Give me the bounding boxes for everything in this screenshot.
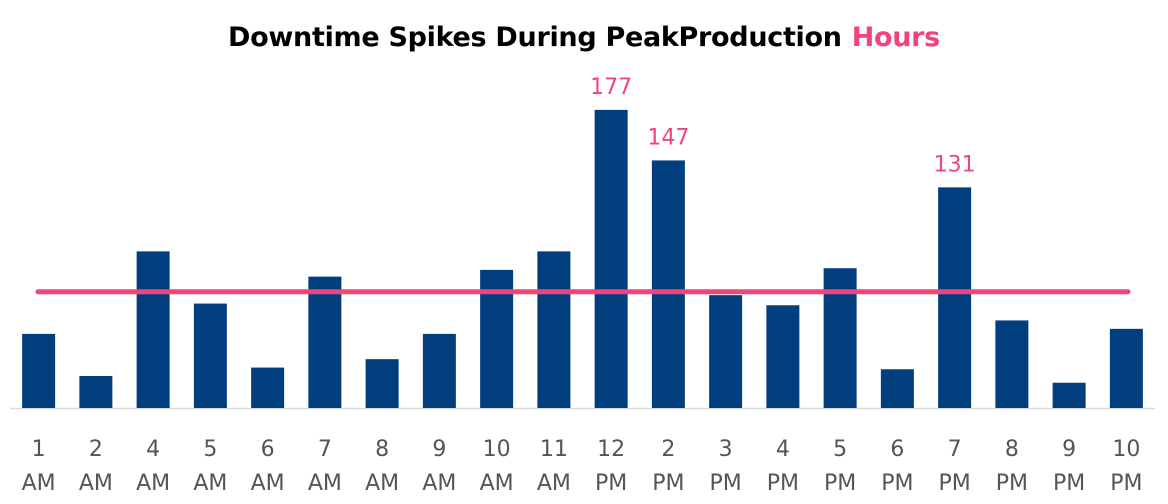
bar-7-pm — [938, 187, 972, 408]
chart-title: Downtime Spikes During PeakProduction Hou… — [0, 22, 1168, 53]
x-tick-label-number: 7 — [318, 437, 332, 462]
bar-9-am — [422, 333, 456, 408]
x-tick-label-number: 10 — [1112, 437, 1140, 462]
x-tick-label-number: 8 — [1005, 437, 1019, 462]
x-tick-label-number: 9 — [432, 437, 446, 462]
x-tick-label-period: AM — [365, 471, 399, 496]
x-tick-label-period: PM — [939, 471, 971, 496]
bar-10-pm — [1109, 328, 1143, 408]
x-tick-label-number: 4 — [146, 437, 160, 462]
x-tick-label-number: 6 — [261, 437, 275, 462]
x-tick-label-period: PM — [595, 471, 627, 496]
x-tick-label-period: AM — [537, 471, 571, 496]
bar-2-pm — [651, 160, 685, 408]
x-tick-labels-group: 1 AM 2 AM 4 AM 5 AM 6 AM 7 AM 8 AM 9 AM 10 AM 11 AM 12 PM 2 PM 3… — [22, 437, 1143, 496]
bar-4-pm — [766, 305, 800, 408]
x-tick-label-number: 7 — [948, 437, 962, 462]
x-tick-label-number: 3 — [719, 437, 733, 462]
data-label-147: 147 — [647, 125, 689, 150]
x-tick-label-period: PM — [710, 471, 742, 496]
x-tick-label-period: PM — [881, 471, 913, 496]
bar-2-am — [79, 376, 113, 408]
bar-8-pm — [995, 320, 1029, 408]
x-tick-label-number: 10 — [483, 437, 511, 462]
data-labels-group: 177 147 131 — [590, 75, 976, 177]
bar-5-pm — [823, 268, 857, 408]
chart-title-highlight: Hours — [851, 22, 941, 53]
x-tick-label-period: AM — [193, 471, 227, 496]
x-tick-label-number: 1 — [32, 437, 46, 462]
bar-6-pm — [880, 369, 914, 408]
x-tick-label-number: 6 — [890, 437, 904, 462]
x-tick-label-number: 5 — [203, 437, 217, 462]
x-tick-label-period: AM — [480, 471, 514, 496]
x-tick-label-number: 8 — [375, 437, 389, 462]
bar-8-am — [365, 359, 399, 408]
data-label-131: 131 — [934, 152, 976, 177]
x-tick-label-number: 12 — [597, 437, 625, 462]
data-label-177: 177 — [590, 75, 632, 100]
x-tick-label-period: PM — [1110, 471, 1142, 496]
x-tick-label-number: 9 — [1062, 437, 1076, 462]
bar-5-am — [193, 303, 227, 408]
x-tick-label-period: AM — [422, 471, 456, 496]
x-tick-label-number: 2 — [89, 437, 103, 462]
x-tick-label-period: PM — [824, 471, 856, 496]
x-tick-label-period: AM — [308, 471, 342, 496]
x-tick-label-number: 5 — [833, 437, 847, 462]
x-tick-label-number: 2 — [661, 437, 675, 462]
bar-11-am — [537, 251, 571, 408]
x-tick-label-period: AM — [136, 471, 170, 496]
x-tick-label-period: PM — [767, 471, 799, 496]
x-tick-label-period: AM — [251, 471, 285, 496]
x-tick-label-period: AM — [79, 471, 113, 496]
bar-3-pm — [709, 295, 743, 408]
bar-9-pm — [1052, 382, 1086, 408]
x-tick-label-period: PM — [996, 471, 1028, 496]
bar-6-am — [251, 367, 285, 408]
bar-12-pm — [594, 109, 628, 408]
x-tick-label-number: 11 — [540, 437, 568, 462]
bar-1-am — [22, 333, 56, 408]
x-tick-label-period: PM — [652, 471, 684, 496]
bar-7-am — [308, 276, 342, 408]
x-tick-label-period: PM — [1053, 471, 1085, 496]
x-tick-label-period: AM — [22, 471, 56, 496]
chart-title-main: Downtime Spikes During PeakProduction — [228, 22, 842, 53]
bar-4-am — [136, 251, 170, 408]
x-tick-label-number: 4 — [776, 437, 790, 462]
bars-group — [22, 109, 1143, 408]
